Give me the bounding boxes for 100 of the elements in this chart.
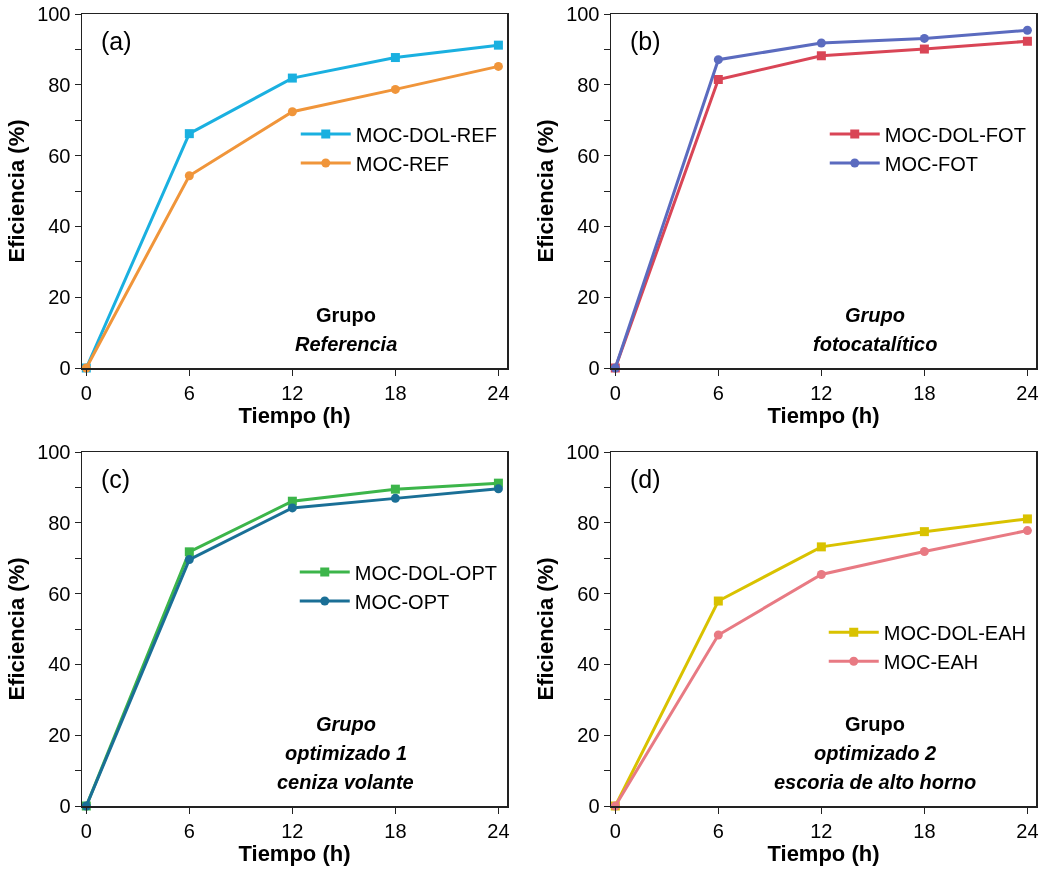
legend-label: MOC-DOL-REF <box>355 123 497 146</box>
y-tick-label: 60 <box>577 582 600 605</box>
y-axis-title: Eficiencia (%) <box>4 557 30 701</box>
point <box>816 51 826 61</box>
x-tick-label: 6 <box>712 381 724 404</box>
y-tick-label: 100 <box>37 441 71 463</box>
x-tick-label: 6 <box>183 381 195 404</box>
point <box>493 40 503 50</box>
point <box>184 555 194 565</box>
annotation: (b) <box>630 27 661 55</box>
y-tick-label: 0 <box>59 795 71 817</box>
x-axis-title: Tiempo (h) <box>238 841 351 867</box>
x-axis-title: Tiempo (h) <box>767 403 880 429</box>
point <box>390 53 400 63</box>
x-tick-label: 0 <box>80 381 92 404</box>
annotation: escoria de alto horno <box>774 771 977 793</box>
annotation: Grupo <box>845 713 905 735</box>
annotation: Referencia <box>295 333 398 355</box>
x-tick-label: 0 <box>609 819 621 842</box>
x-tick-label: 24 <box>487 819 510 842</box>
point <box>919 44 929 54</box>
y-tick-label: 100 <box>37 3 71 25</box>
point <box>816 542 826 552</box>
y-axis-title: Eficiencia (%) <box>4 119 30 263</box>
x-tick-label: 12 <box>281 819 304 842</box>
x-tick-label: 6 <box>183 819 195 842</box>
y-tick-label: 40 <box>577 215 600 238</box>
y-tick-label: 20 <box>577 286 600 309</box>
y-tick-label: 80 <box>48 73 71 96</box>
point <box>287 73 297 83</box>
x-tick-label: 18 <box>384 381 407 404</box>
point <box>1022 526 1032 536</box>
y-tick-label: 60 <box>577 144 600 167</box>
point <box>919 546 929 556</box>
annotation: optimizado 2 <box>814 742 937 764</box>
point <box>493 61 503 71</box>
x-tick-label: 24 <box>1016 819 1039 842</box>
point <box>1022 514 1032 524</box>
y-tick-label: 0 <box>588 795 600 817</box>
legend-label: MOC-FOT <box>884 152 979 175</box>
x-tick-label: 6 <box>712 819 724 842</box>
point <box>713 74 723 84</box>
legend-label: MOC-DOL-OPT <box>354 561 497 584</box>
x-tick-label: 0 <box>609 381 621 404</box>
x-tick-label: 0 <box>80 819 92 842</box>
y-tick-label: 40 <box>48 215 71 238</box>
annotation: (a) <box>101 27 132 55</box>
y-axis-title: Eficiencia (%) <box>533 557 559 701</box>
annotation: ceniza volante <box>277 771 414 793</box>
point <box>493 484 503 494</box>
x-tick-label: 12 <box>810 819 833 842</box>
point <box>1022 25 1032 35</box>
point <box>390 84 400 94</box>
x-tick-label: 24 <box>487 381 510 404</box>
point <box>287 503 297 513</box>
legend-label: MOC-OPT <box>354 590 450 613</box>
y-tick-label: 0 <box>588 357 600 379</box>
x-tick-label: 12 <box>281 381 304 404</box>
annotation: Grupo <box>316 304 376 326</box>
y-tick-label: 100 <box>566 441 600 463</box>
annotation: fotocatalítico <box>813 333 938 355</box>
x-tick-label: 18 <box>384 819 407 842</box>
y-tick-label: 100 <box>566 3 600 25</box>
y-tick-label: 20 <box>48 286 71 309</box>
y-tick-label: 20 <box>577 724 600 747</box>
y-tick-label: 80 <box>577 73 600 96</box>
annotation: (c) <box>101 465 131 493</box>
y-tick-label: 0 <box>59 357 71 379</box>
point <box>184 171 194 181</box>
annotation: Grupo <box>316 713 376 735</box>
point <box>816 569 826 579</box>
y-tick-label: 20 <box>48 724 71 747</box>
x-tick-label: 12 <box>810 381 833 404</box>
y-tick-label: 40 <box>48 653 71 676</box>
point <box>390 484 400 494</box>
x-axis-title: Tiempo (h) <box>767 841 880 867</box>
y-axis-title: Eficiencia (%) <box>533 119 559 263</box>
point <box>713 596 723 606</box>
point <box>713 55 723 65</box>
point <box>287 107 297 117</box>
annotation: Grupo <box>845 304 905 326</box>
y-tick-label: 80 <box>48 511 71 534</box>
point <box>184 547 194 557</box>
point <box>919 527 929 537</box>
point <box>184 129 194 139</box>
x-tick-label: 18 <box>913 819 936 842</box>
y-tick-label: 80 <box>577 511 600 534</box>
annotation: (d) <box>630 465 661 493</box>
y-tick-label: 60 <box>48 144 71 167</box>
point <box>713 630 723 640</box>
point <box>919 33 929 43</box>
legend-label: MOC-DOL-FOT <box>884 123 1026 146</box>
x-axis-title: Tiempo (h) <box>238 403 351 429</box>
x-tick-label: 18 <box>913 381 936 404</box>
point <box>390 493 400 503</box>
x-tick-label: 24 <box>1016 381 1039 404</box>
legend-label: MOC-DOL-EAH <box>883 622 1026 644</box>
legend-label: MOC-REF <box>355 152 450 175</box>
y-tick-label: 40 <box>577 653 600 676</box>
legend-label: MOC-EAH <box>883 651 979 673</box>
